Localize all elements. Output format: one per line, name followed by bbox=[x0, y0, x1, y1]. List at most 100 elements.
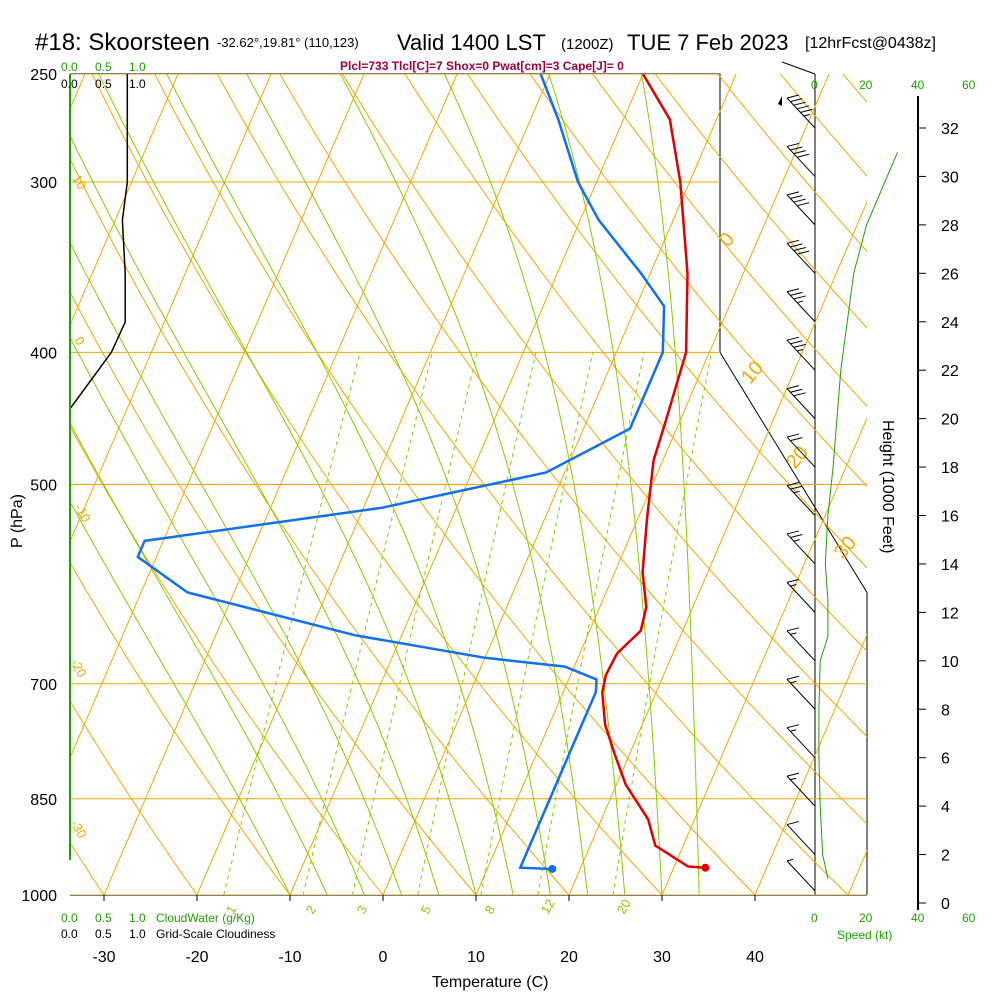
moist-adiabat-line bbox=[246, 74, 551, 895]
dry-adiabat-line bbox=[216, 74, 849, 895]
moist-adiabat-line bbox=[444, 74, 626, 895]
speed-bottom-3: 60 bbox=[962, 911, 976, 925]
mixing-ratio-label: 20 bbox=[614, 896, 634, 916]
wind-barb bbox=[786, 821, 816, 855]
isotherm-line bbox=[289, 74, 644, 895]
height-tick-label: 10 bbox=[941, 654, 959, 671]
dry-adiabat-line bbox=[467, 74, 867, 569]
cloudwater-bottom-1: 0.5 bbox=[95, 911, 112, 925]
height-tick-label: 22 bbox=[941, 363, 959, 380]
temperature-line bbox=[601, 74, 706, 869]
x-tick-label: 10 bbox=[467, 949, 485, 966]
cloudwater-top-2: 1.0 bbox=[129, 60, 146, 74]
isotherm-line bbox=[754, 633, 867, 895]
params-line: Plcl=733 Tlcl[C]=7 Shox=0 Pwat[cm]=3 Cap… bbox=[340, 59, 624, 73]
moist-adiabat-line bbox=[98, 74, 477, 895]
speed-profile bbox=[818, 152, 899, 879]
isotherm-line bbox=[70, 74, 272, 543]
wind-barb bbox=[786, 724, 816, 759]
dry-adiabat-line bbox=[592, 74, 867, 407]
moist-adiabat-line bbox=[70, 422, 328, 895]
wind-barb bbox=[786, 675, 816, 710]
moist-adiabat-line bbox=[70, 336, 365, 895]
height-tick-label: 2 bbox=[941, 848, 950, 865]
y-axis-title: P (hPa) bbox=[9, 494, 26, 548]
title-coords: -32.62°,19.81° (110,123) bbox=[217, 35, 359, 50]
cloudiness-top-1: 0.5 bbox=[95, 77, 112, 91]
dry-adiabat-line bbox=[70, 561, 291, 895]
dry-adiabat-line bbox=[654, 74, 867, 329]
wind-barb bbox=[786, 858, 816, 892]
moist-adiabat-line bbox=[641, 74, 700, 895]
mixing-ratio-line bbox=[223, 352, 361, 895]
wind-barb bbox=[786, 627, 816, 662]
wind-pennant bbox=[778, 96, 782, 106]
isotherm-line bbox=[196, 74, 551, 895]
dry-adiabat-line bbox=[341, 74, 867, 738]
x-tick-label: 30 bbox=[653, 949, 671, 966]
mixing-ratio-label: 12 bbox=[538, 896, 558, 916]
wind-barb bbox=[786, 385, 816, 419]
isotherm-line bbox=[661, 416, 867, 895]
speed-bottom-2: 40 bbox=[911, 911, 925, 925]
speed-top-0: 0 bbox=[811, 78, 818, 92]
cloudiness-bottom-2: 1.0 bbox=[129, 927, 146, 941]
mixing-ratio-line bbox=[480, 352, 594, 895]
temperature-surface-dot bbox=[701, 863, 710, 872]
height-tick-label: 8 bbox=[941, 702, 950, 719]
title-forecast: [12hrFcst@0438z] bbox=[805, 35, 936, 52]
height-tick-label: 30 bbox=[941, 169, 959, 186]
wind-barb bbox=[786, 772, 816, 807]
cloudwater-top-0: 0.0 bbox=[61, 60, 78, 74]
pressure-tick-label: 300 bbox=[30, 175, 57, 192]
moist-adiabat-line bbox=[70, 134, 440, 895]
mixing-ratio-line bbox=[351, 352, 478, 895]
height-tick-label: 28 bbox=[941, 218, 959, 235]
isotherm-line bbox=[475, 74, 830, 895]
height-tick-label: 14 bbox=[941, 557, 959, 574]
moist-adiabat-line bbox=[339, 74, 589, 895]
height-tick-label: 18 bbox=[941, 460, 959, 477]
moist-adiabat-line bbox=[70, 241, 403, 895]
wind-barb bbox=[786, 578, 816, 613]
moist-adiabat-line bbox=[166, 74, 514, 895]
mixing-ratio-line bbox=[537, 352, 645, 895]
height-tick-label: 12 bbox=[941, 605, 959, 622]
moist-adiabat-line bbox=[70, 500, 291, 895]
dry-adiabat-line bbox=[154, 74, 756, 895]
x-tick-label: 0 bbox=[379, 949, 388, 966]
cloudwater-bottom-0: 0.0 bbox=[61, 911, 78, 925]
height-tick-label: 26 bbox=[941, 266, 959, 283]
dewpoint-line bbox=[136, 74, 666, 871]
cloudiness-top-2: 1.0 bbox=[129, 77, 146, 91]
speed-axis-label: Speed (kt) bbox=[837, 928, 892, 942]
wind-barb bbox=[786, 482, 816, 516]
pressure-tick-label: 700 bbox=[30, 677, 57, 694]
wind-barb bbox=[786, 142, 816, 177]
wind-barb bbox=[786, 336, 816, 371]
dewpoint-surface-dot bbox=[548, 864, 557, 873]
x-tick-label: -10 bbox=[278, 949, 301, 966]
height-tick-label: 6 bbox=[941, 751, 950, 768]
x-axis-title: Temperature (C) bbox=[432, 974, 548, 991]
cloudwater-top-1: 0.5 bbox=[95, 60, 112, 74]
cloudwater-bottom-2: 1.0 bbox=[129, 911, 146, 925]
dry-adiabat-label: 10 bbox=[69, 172, 89, 192]
pressure-tick-label: 850 bbox=[30, 792, 57, 809]
dry-adiabat-line bbox=[91, 74, 663, 895]
pressure-tick-label: 250 bbox=[30, 67, 57, 84]
pressure-tick-label: 500 bbox=[30, 478, 57, 495]
height-tick-label: 32 bbox=[941, 121, 959, 138]
mixing-ratio-line bbox=[612, 352, 712, 895]
background-lines bbox=[70, 74, 867, 895]
isotherm-line bbox=[70, 74, 365, 760]
isotherm-line bbox=[103, 74, 458, 895]
title-date: TUE 7 Feb 2023 bbox=[627, 30, 788, 55]
dry-adiabat-line bbox=[279, 74, 867, 825]
cloudwater-label: CloudWater (g/Kg) bbox=[156, 911, 255, 925]
wind-barb bbox=[786, 433, 816, 468]
isotherm-line bbox=[70, 74, 179, 327]
height-tick-label: 4 bbox=[941, 799, 950, 816]
axes: -30 -20 -10 0 10 20 30 402503004005007008501000… bbox=[21, 67, 958, 966]
x-tick-label: -30 bbox=[92, 949, 115, 966]
